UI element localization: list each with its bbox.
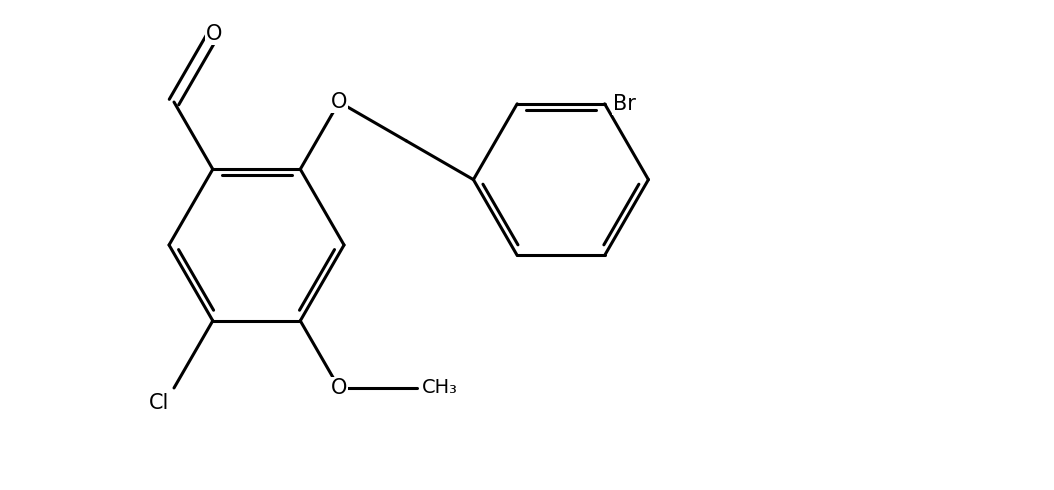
Text: Cl: Cl	[149, 393, 169, 413]
Text: O: O	[331, 92, 347, 112]
Text: CH₃: CH₃	[422, 378, 457, 397]
Text: O: O	[331, 378, 347, 398]
Text: O: O	[206, 24, 222, 44]
Text: Br: Br	[612, 94, 636, 114]
